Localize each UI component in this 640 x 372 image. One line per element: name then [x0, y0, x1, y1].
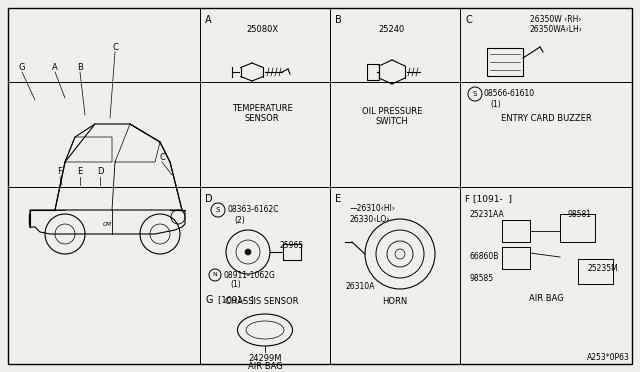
Text: C: C [112, 42, 118, 51]
Text: 24299M: 24299M [248, 354, 282, 363]
Text: A: A [52, 62, 58, 71]
Bar [367, 64, 379, 80]
Text: 25240: 25240 [379, 25, 405, 34]
Bar [502, 247, 530, 269]
Text: AIR BAG: AIR BAG [529, 294, 563, 303]
Text: 26310A: 26310A [345, 282, 374, 291]
Text: 26350WA‹LH›: 26350WA‹LH› [530, 25, 583, 34]
Text: G: G [205, 295, 212, 305]
Text: B: B [335, 15, 342, 25]
Bar [578, 259, 613, 284]
Text: F: F [58, 167, 63, 176]
Text: OIL PRESSURE: OIL PRESSURE [362, 107, 422, 116]
Text: SWITCH: SWITCH [376, 117, 408, 126]
Circle shape [245, 249, 251, 255]
Text: C: C [465, 15, 472, 25]
Text: A253*0P63: A253*0P63 [587, 353, 630, 362]
Text: G: G [19, 62, 25, 71]
Bar [560, 214, 595, 242]
Text: 25231AA: 25231AA [470, 210, 505, 219]
Text: A: A [205, 15, 212, 25]
Text: D: D [97, 167, 103, 176]
Text: N: N [212, 273, 218, 278]
Text: —26310‹HI›: —26310‹HI› [350, 204, 396, 213]
Text: HORN: HORN [382, 297, 408, 306]
Text: (2): (2) [234, 215, 244, 224]
Text: 66860B: 66860B [470, 252, 499, 261]
Text: D: D [205, 194, 212, 204]
Text: (1): (1) [490, 99, 500, 109]
Text: ENTRY CARD BUZZER: ENTRY CARD BUZZER [500, 114, 591, 123]
Text: E: E [335, 194, 341, 204]
Text: 98585: 98585 [470, 274, 494, 283]
Text: AIR BAG: AIR BAG [248, 362, 282, 371]
Text: F [1091-  ]: F [1091- ] [465, 194, 512, 203]
Text: 26350W ‹RH›: 26350W ‹RH› [530, 15, 582, 24]
Text: 98581: 98581 [568, 210, 592, 219]
Text: 25080X: 25080X [246, 25, 278, 34]
Text: 26330‹LO›: 26330‹LO› [350, 215, 390, 224]
Text: SENSOR: SENSOR [244, 114, 279, 123]
Bar [487, 48, 523, 76]
Text: 25235M: 25235M [587, 264, 618, 273]
Text: (1): (1) [230, 280, 241, 289]
Bar [283, 244, 301, 260]
Text: E: E [77, 167, 83, 176]
Text: S: S [216, 207, 220, 213]
Text: CHASSIS SENSOR: CHASSIS SENSOR [225, 297, 299, 306]
Text: C: C [159, 153, 165, 161]
Bar [502, 220, 530, 242]
Text: S: S [473, 91, 477, 97]
Text: GM: GM [102, 221, 111, 227]
Text: TEMPERATURE: TEMPERATURE [232, 104, 292, 113]
Text: 08911-1062G: 08911-1062G [224, 270, 276, 279]
Text: [1091-  ]: [1091- ] [218, 295, 254, 304]
Text: 08363-6162C: 08363-6162C [228, 205, 280, 215]
Text: 25965: 25965 [280, 241, 304, 250]
Text: 08566-61610: 08566-61610 [484, 90, 535, 99]
Text: B: B [77, 62, 83, 71]
